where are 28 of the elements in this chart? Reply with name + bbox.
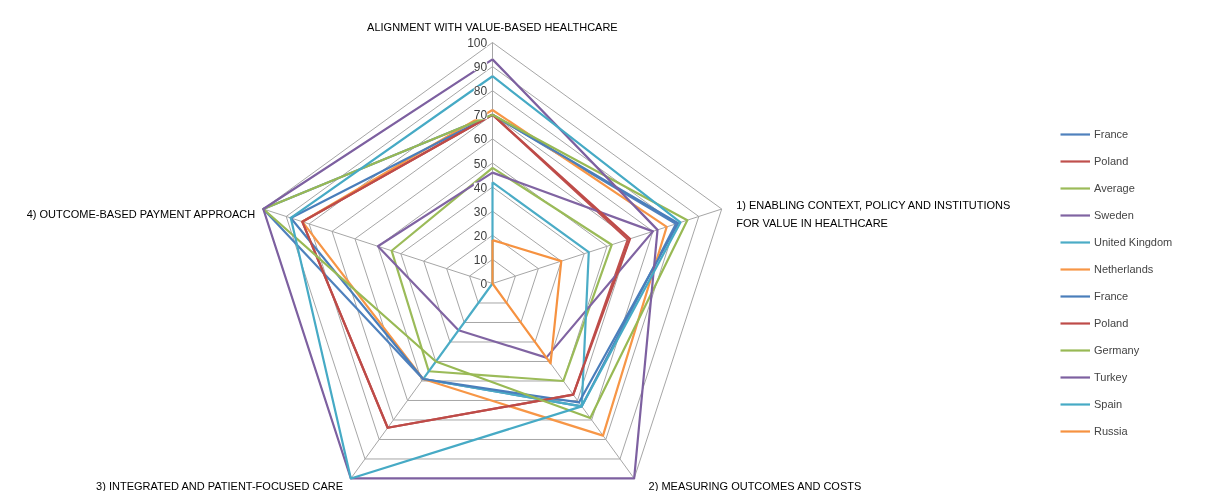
y-tick-label: 20: [473, 228, 488, 243]
legend-label: Spain: [1094, 398, 1123, 410]
legend-label: United Kingdom: [1094, 236, 1173, 248]
spoke-label: 3) INTEGRATED AND PATIENT-FOCUSED CARE: [96, 479, 344, 491]
legend-label: France: [1094, 128, 1129, 140]
y-tick-label: 80: [473, 84, 488, 99]
legend-label: Sweden: [1094, 209, 1134, 221]
spoke-label: 1) ENABLING CONTEXT, POLICY AND INSTITUTIONS FOR VALUE IN HEALTHCARE: [736, 198, 1011, 229]
y-tick-label: 10: [473, 252, 488, 267]
legend-label: Poland: [1094, 155, 1129, 167]
spoke-label: 4) OUTCOME-BASED PAYMENT APPROACH: [26, 207, 256, 220]
legend-label: France: [1094, 290, 1129, 302]
legend-label: Poland: [1094, 317, 1129, 329]
spoke-label: 2) MEASURING OUTCOMES AND COSTS: [648, 479, 862, 491]
y-tick-label: 40: [473, 180, 488, 195]
y-tick-label: 90: [473, 60, 488, 75]
legend-label: Russia: [1094, 425, 1128, 437]
legend-label: Average: [1094, 182, 1135, 194]
legend-label: Germany: [1094, 344, 1140, 356]
y-tick-label: 100: [467, 36, 488, 50]
legend-label: Turkey: [1094, 371, 1128, 383]
y-tick-label: 60: [473, 132, 488, 147]
spoke-label: ALIGNMENT WITH VALUE-BASED HEALTHCARE: [367, 20, 618, 33]
y-tick-label: 50: [473, 156, 488, 171]
y-tick-label: 30: [473, 204, 488, 219]
y-tick-label: 70: [473, 108, 488, 123]
y-tick-label: 0: [480, 277, 488, 291]
legend-label: Netherlands: [1094, 263, 1154, 275]
